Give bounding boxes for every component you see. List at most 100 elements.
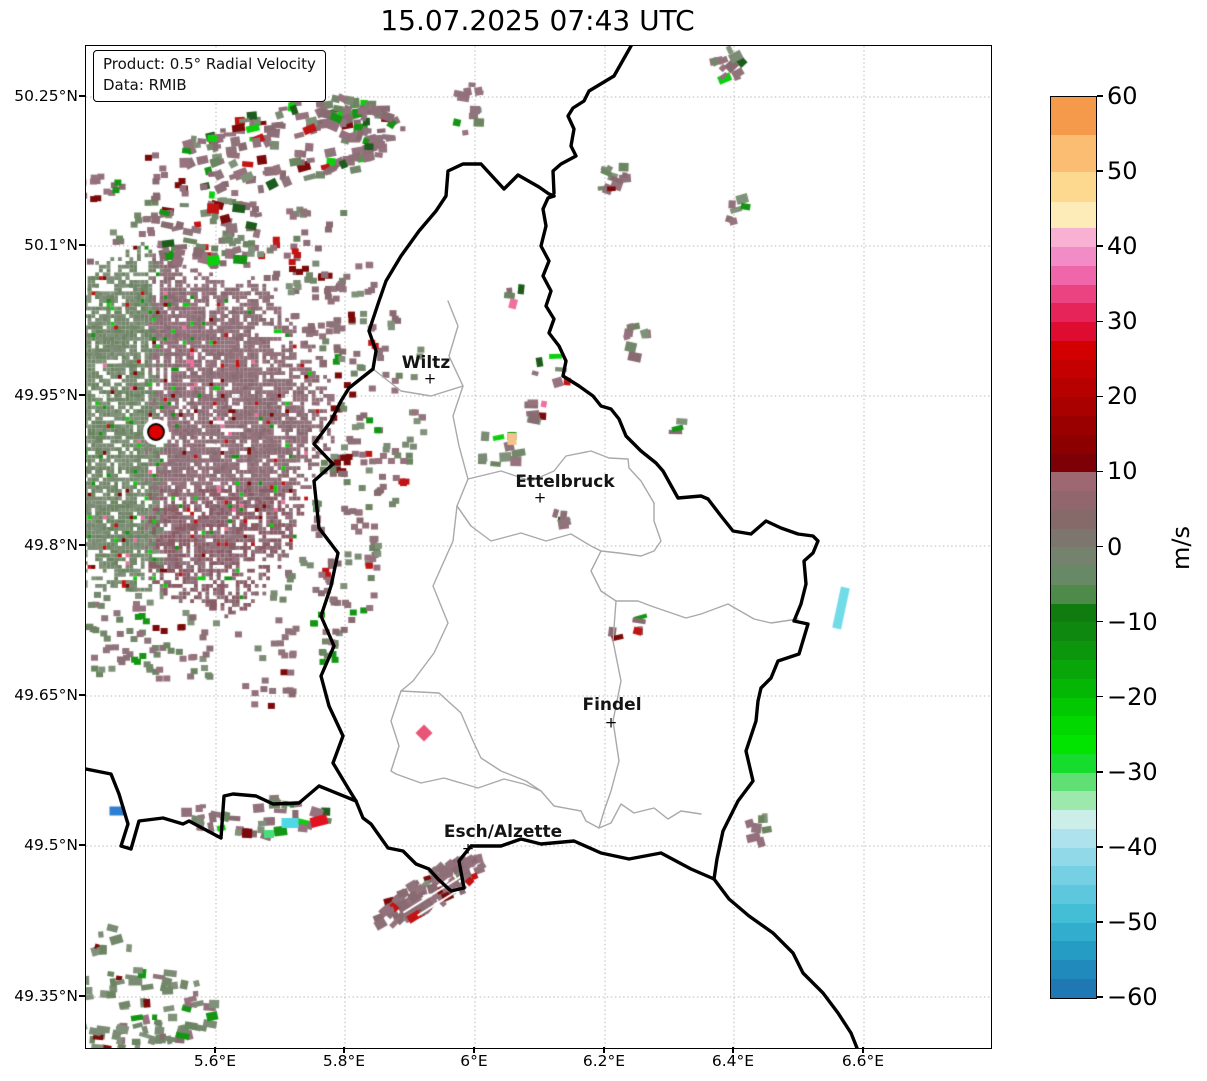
colorbar-band [1051,716,1096,736]
x-tick-mark [343,1047,345,1053]
colorbar-tick-mark [1097,695,1103,698]
city-label-findel: Findel [582,695,642,715]
colorbar-band [1051,978,1096,998]
city-label-esch-alzette: Esch/Alzette [443,822,563,842]
colorbar-tick-mark [1097,545,1103,548]
x-tick-label: 5.8°E [322,1052,366,1070]
colorbar-band [1051,247,1096,266]
x-tick-label: 6.6°E [841,1052,885,1070]
colorbar-tick-label: 30 [1107,307,1138,336]
colorbar-band [1051,735,1096,754]
colorbar-band [1051,528,1096,548]
colorbar-band [1051,678,1096,698]
colorbar-band [1051,491,1096,510]
colorbar-tick-mark [1097,395,1103,398]
colorbar-band [1051,828,1096,848]
colorbar-band [1051,547,1096,567]
y-tick-label: 49.5°N [24,836,78,854]
colorbar-band [1051,622,1096,642]
y-tick-label: 49.8°N [24,536,78,554]
colorbar-band [1051,566,1096,585]
colorbar-tick-mark [1097,620,1103,623]
x-tick-mark [862,1047,864,1053]
x-tick-label: 6.4°E [711,1052,755,1070]
colorbar-tick-label: −40 [1107,832,1158,861]
colorbar-band [1051,791,1096,811]
colorbar [1050,96,1097,999]
city-marker-icon: + [423,369,437,388]
x-tick-mark [214,1047,216,1053]
colorbar-tick-label: −50 [1107,907,1158,936]
colorbar-band [1051,359,1096,379]
y-tick-mark [79,394,85,396]
colorbar-band [1051,434,1096,454]
colorbar-tick-mark [1097,921,1103,923]
colorbar-band [1051,603,1096,623]
radar-velocity-canvas [86,46,991,1048]
colorbar-tick-mark [1097,996,1103,998]
x-tick-mark [473,1047,475,1053]
colorbar-band [1051,397,1096,417]
colorbar-band [1051,97,1096,135]
y-tick-label: 49.35°N [14,987,78,1005]
colorbar-tick-mark [1097,846,1103,848]
colorbar-unit-label: m/s [1167,526,1195,570]
x-tick-label: 5.6°E [193,1052,237,1070]
y-tick-mark [79,544,85,546]
colorbar-band [1051,416,1096,435]
product-line: Product: 0.5° Radial Velocity [103,55,316,73]
colorbar-tick-label: −60 [1107,983,1158,1011]
city-label-ettelbruck: Ettelbruck [515,472,615,492]
colorbar-tick-label: 0 [1107,532,1123,561]
country-borders [86,46,859,1048]
colorbar-tick-mark [1097,470,1103,473]
colorbar-band [1051,340,1096,360]
x-tick-label: 6.2°E [582,1052,626,1070]
map-plot-area: Product: 0.5° Radial Velocity Data: RMIB… [85,45,992,1049]
colorbar-band [1051,303,1096,323]
colorbar-band [1051,922,1096,942]
colorbar-tick-mark [1097,95,1103,97]
colorbar-band [1051,322,1096,341]
colorbar-band [1051,472,1096,492]
colorbar-band [1051,228,1096,248]
colorbar-band [1051,772,1096,792]
colorbar-tick-label: −30 [1107,757,1158,786]
colorbar-band [1051,866,1096,886]
x-tick-label: 6°E [460,1052,488,1070]
page-title: 15.07.2025 07:43 UTC [380,4,695,37]
colorbar-band [1051,584,1096,604]
colorbar-tick-mark [1097,771,1103,773]
colorbar-tick-mark [1097,170,1103,172]
city-marker-icon: + [604,713,618,732]
colorbar-band [1051,453,1096,473]
colorbar-tick-label: 60 [1107,82,1138,110]
colorbar-band [1051,941,1096,961]
colorbar-tick-mark [1097,320,1103,322]
y-tick-mark [79,95,85,97]
y-tick-label: 50.1°N [24,236,78,254]
colorbar-tick-label: 20 [1107,382,1138,411]
colorbar-band [1051,172,1096,203]
colorbar-band [1051,960,1096,979]
y-tick-mark [79,244,85,246]
colorbar-band [1051,378,1096,398]
y-tick-mark [79,694,85,696]
colorbar-band [1051,265,1096,285]
colorbar-band [1051,810,1096,829]
colorbar-band [1051,641,1096,660]
colorbar-band [1051,903,1096,923]
colorbar-band [1051,847,1096,867]
x-tick-mark [732,1047,734,1053]
colorbar-tick-label: 10 [1107,457,1138,486]
city-marker-icon: + [461,839,475,858]
colorbar-band [1051,697,1096,717]
colorbar-tick-label: 50 [1107,157,1138,186]
data-source-line: Data: RMIB [103,76,187,95]
city-marker-icon: + [533,488,547,507]
city-label-wiltz: Wiltz [401,353,451,373]
colorbar-band [1051,134,1096,173]
colorbar-band [1051,509,1096,529]
colorbar-band [1051,753,1096,773]
